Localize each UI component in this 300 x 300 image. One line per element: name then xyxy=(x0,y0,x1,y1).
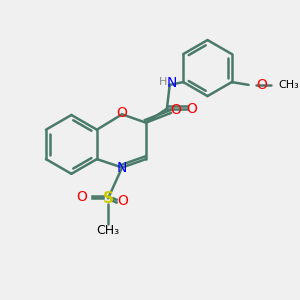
Text: O: O xyxy=(187,102,198,116)
Text: H: H xyxy=(158,76,167,86)
Text: CH₃: CH₃ xyxy=(97,224,120,237)
Text: N: N xyxy=(117,160,127,175)
Text: CH₃: CH₃ xyxy=(278,80,299,90)
Text: O: O xyxy=(170,103,181,117)
Text: O: O xyxy=(118,194,128,208)
Text: O: O xyxy=(256,78,267,92)
Text: S: S xyxy=(103,191,114,206)
Text: N: N xyxy=(167,76,177,91)
Text: O: O xyxy=(117,106,128,120)
Text: O: O xyxy=(76,190,88,204)
